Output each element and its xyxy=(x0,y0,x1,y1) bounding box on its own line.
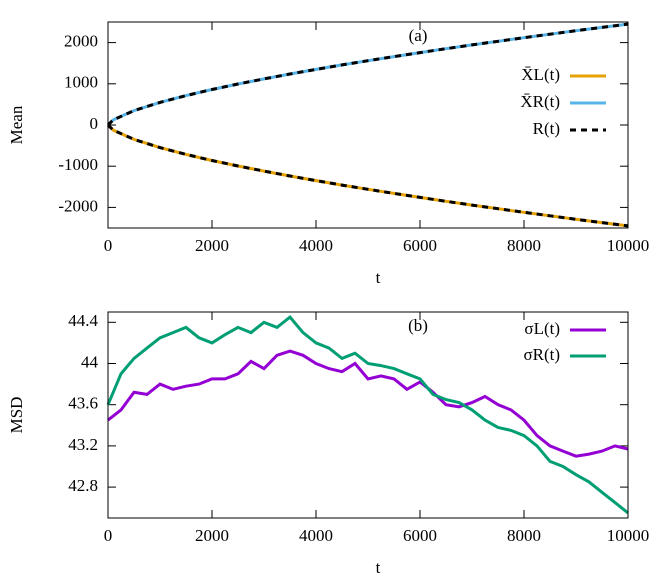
legend-label: X̄R(t) xyxy=(520,92,560,111)
panel-label: (a) xyxy=(409,26,428,45)
series-line xyxy=(106,123,629,228)
legend-label: σR(t) xyxy=(523,345,560,364)
x-tick-label: 6000 xyxy=(403,236,437,255)
y-tick-label: -1000 xyxy=(58,155,98,174)
y-tick-label: 44 xyxy=(81,352,99,371)
y-tick-label: 1000 xyxy=(64,73,98,92)
y-tick-label: 42.8 xyxy=(68,476,98,495)
x-tick-label: 8000 xyxy=(507,526,541,545)
x-tick-label: 2000 xyxy=(195,236,229,255)
y-tick-label: 43.2 xyxy=(68,435,98,454)
x-axis-label: t xyxy=(376,558,381,577)
x-tick-label: 8000 xyxy=(507,236,541,255)
legend-label: X̄L(t) xyxy=(521,65,560,84)
y-tick-label: 2000 xyxy=(64,32,98,51)
y-tick-label: -2000 xyxy=(58,196,98,215)
plot-frame xyxy=(107,311,629,519)
y-tick-label: 44.4 xyxy=(68,311,98,330)
x-axis-label: t xyxy=(376,268,381,287)
x-tick-label: 6000 xyxy=(403,526,437,545)
x-tick-label: 4000 xyxy=(299,236,333,255)
series-line xyxy=(107,349,629,458)
x-tick-label: 10000 xyxy=(607,236,650,255)
y-axis-label: MSD xyxy=(7,397,26,434)
y-tick-label: 43.6 xyxy=(68,394,98,413)
series-line xyxy=(106,22,629,127)
plot-frame xyxy=(107,21,629,229)
x-tick-label: 0 xyxy=(104,526,113,545)
x-tick-label: 4000 xyxy=(299,526,333,545)
series-line xyxy=(106,315,629,515)
panel-label: (b) xyxy=(408,316,428,335)
x-tick-label: 0 xyxy=(104,236,113,255)
x-tick-label: 2000 xyxy=(195,526,229,545)
x-tick-label: 10000 xyxy=(607,526,650,545)
legend-label: R(t) xyxy=(533,119,560,138)
y-axis-label: Mean xyxy=(7,105,26,144)
legend-label: σL(t) xyxy=(524,319,560,338)
series-line xyxy=(106,123,629,228)
y-tick-label: 0 xyxy=(90,114,99,133)
